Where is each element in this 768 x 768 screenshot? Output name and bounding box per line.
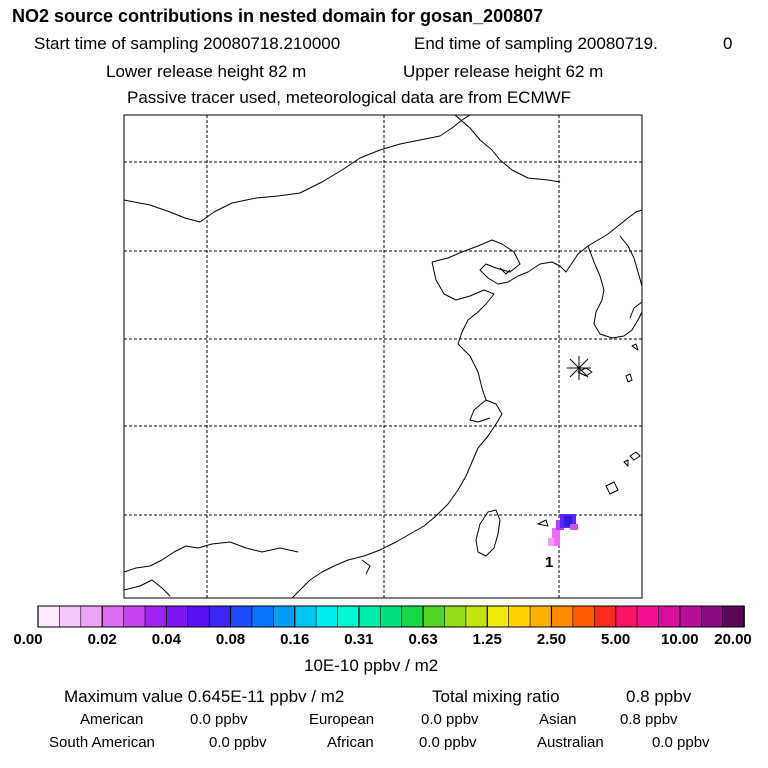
- region-name-australian: Australian: [537, 734, 604, 751]
- colorbar-tick-label: 20.00: [714, 631, 752, 648]
- colorbar-cell: [636, 605, 660, 628]
- plume-cell: [548, 538, 554, 546]
- tracer-note: Passive tracer used, meteorological data…: [127, 88, 572, 107]
- total-mixing-value: 0.8 ppbv: [626, 687, 692, 706]
- colorbar-cell: [187, 605, 210, 628]
- region-name-american: American: [80, 711, 144, 728]
- lat-lon-grid: [124, 115, 642, 598]
- colorbar-cell: [572, 605, 596, 628]
- region-value-asian: 0.8 ppbv: [620, 711, 678, 728]
- colorbar-cell: [700, 605, 724, 628]
- colorbar-cell: [208, 605, 232, 628]
- colorbar-tick-label: 0.08: [215, 631, 246, 648]
- region-name-african: African: [327, 734, 374, 751]
- plume-footprint: [548, 514, 578, 546]
- region-value-american: 0.0 ppbv: [190, 711, 248, 728]
- maximum-value: Maximum value 0.645E-11 ppbv / m2: [64, 687, 345, 706]
- colorbar-cell: [315, 605, 339, 628]
- colorbar-cell: [444, 605, 467, 628]
- lower-release-height: Lower release height 82 m: [106, 62, 307, 81]
- colorbar-cell: [80, 605, 103, 628]
- region-name-european: European: [309, 711, 375, 728]
- colorbar-cell: [722, 605, 745, 628]
- colorbar-cell: [465, 605, 489, 628]
- colorbar-units: 10E-10 ppbv / m2: [304, 656, 439, 675]
- plume-cell: [570, 524, 578, 530]
- colorbar-cell: [144, 605, 168, 628]
- colorbar-cell: [273, 605, 296, 628]
- colorbar-cell: [679, 605, 703, 628]
- colorbar-tick-label: 2.50: [536, 631, 567, 648]
- colorbar-cell: [486, 605, 510, 628]
- trajectory-marker-label: 1: [545, 554, 553, 571]
- region-name-asian: Asian: [539, 711, 577, 728]
- colorbar-cell: [101, 605, 125, 628]
- colorbar-tick-label: 10.00: [661, 631, 699, 648]
- colorbar-cell: [508, 605, 531, 628]
- colorbar-cell: [358, 605, 382, 628]
- region-value-australian: 0.0 ppbv: [652, 734, 710, 751]
- coastlines-borders: [123, 114, 643, 599]
- colorbar-cell: [380, 605, 403, 628]
- colorbar: [37, 605, 745, 628]
- colorbar-cell: [551, 605, 574, 628]
- colorbar-tick-label: 0.31: [344, 631, 374, 648]
- map-title: NO2 source contributions in nested domai…: [12, 6, 544, 26]
- plume-cell: [564, 516, 572, 526]
- colorbar-cell: [422, 605, 446, 628]
- colorbar-cell: [593, 605, 617, 628]
- colorbar-tick-label: 0.00: [13, 631, 43, 648]
- receptor-star-icon: [567, 356, 591, 380]
- colorbar-cell: [59, 605, 82, 628]
- colorbar-cell: [615, 605, 638, 628]
- plume-cell: [552, 528, 560, 546]
- colorbar-tick-label: 0.16: [280, 631, 310, 648]
- region-value-south-american: 0.0 ppbv: [209, 734, 267, 751]
- map-frame: [123, 114, 643, 599]
- colorbar-frame: [37, 605, 745, 628]
- total-mixing-label: Total mixing ratio: [432, 687, 560, 706]
- colorbar-cell: [166, 605, 189, 628]
- colorbar-tick-label: 0.04: [151, 631, 181, 648]
- upper-release-height: Upper release height 62 m: [403, 62, 604, 81]
- region-value-european: 0.0 ppbv: [421, 711, 479, 728]
- colorbar-cell: [294, 605, 317, 628]
- start-time-label: Start time of sampling 20080718.210000: [34, 34, 341, 53]
- region-name-south-american: South American: [49, 734, 155, 751]
- colorbar-cell: [401, 605, 424, 628]
- colorbar-cell: [123, 605, 146, 628]
- end-time-label: End time of sampling 20080719.: [414, 34, 658, 53]
- colorbar-tick-label: 5.00: [601, 631, 631, 648]
- colorbar-tick-label: 0.02: [87, 631, 117, 648]
- colorbar-cell: [230, 605, 253, 628]
- colorbar-tick-label: 1.25: [472, 631, 502, 648]
- colorbar-cell: [37, 605, 61, 628]
- colorbar-cell: [658, 605, 681, 628]
- colorbar-cell: [337, 605, 360, 628]
- end-time-suffix: 0: [723, 34, 733, 53]
- colorbar-tick-label: 0.63: [408, 631, 438, 648]
- colorbar-cell: [529, 605, 553, 628]
- region-value-african: 0.0 ppbv: [419, 734, 477, 751]
- colorbar-cell: [251, 605, 275, 628]
